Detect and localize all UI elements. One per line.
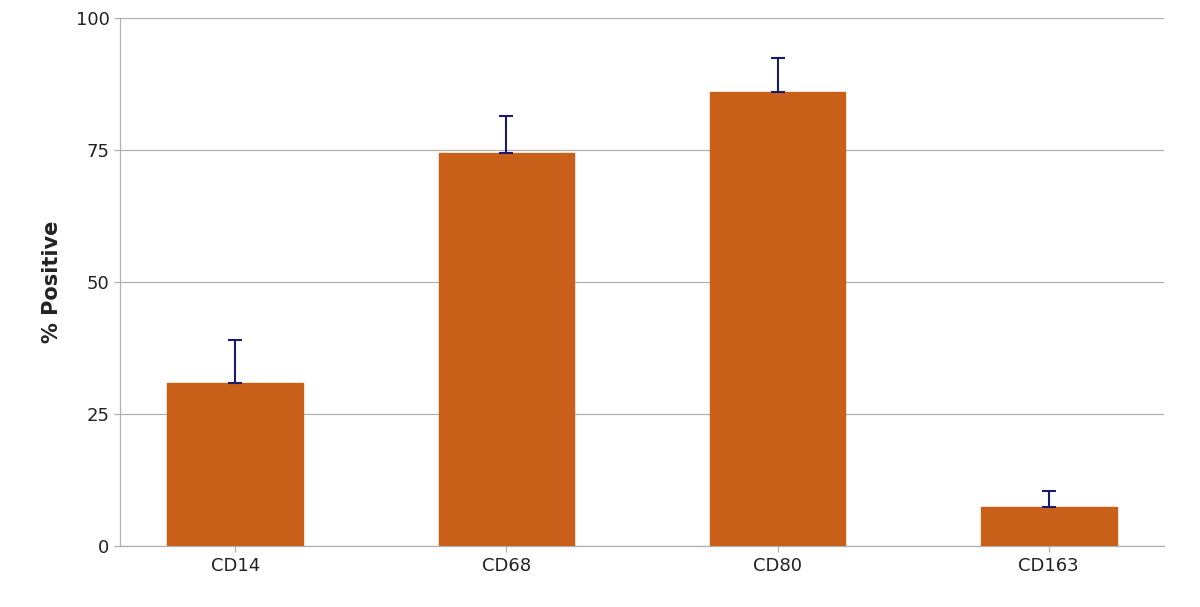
Bar xyxy=(439,153,575,546)
Bar xyxy=(168,382,304,546)
Bar xyxy=(980,507,1116,546)
Bar xyxy=(709,92,845,546)
Y-axis label: % Positive: % Positive xyxy=(42,221,62,344)
